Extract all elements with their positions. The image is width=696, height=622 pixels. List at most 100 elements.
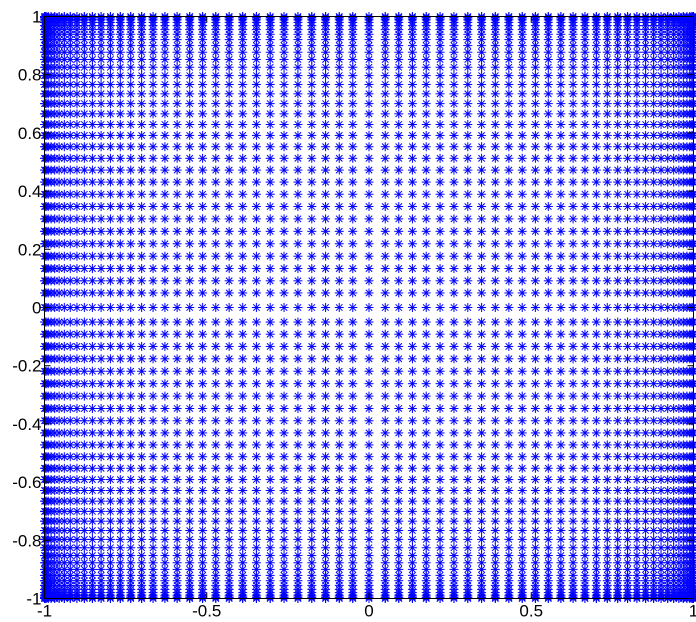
data-point — [80, 428, 89, 437]
data-point — [603, 379, 612, 388]
data-point — [592, 517, 601, 526]
data-point — [394, 99, 403, 108]
data-point — [211, 342, 220, 351]
data-point — [293, 428, 302, 437]
data-point — [422, 367, 431, 376]
data-point — [252, 276, 261, 285]
data-point — [238, 264, 247, 273]
data-point — [116, 452, 125, 461]
data-point — [381, 416, 390, 425]
data-point — [641, 535, 650, 544]
data-point — [603, 227, 612, 236]
data-point — [88, 99, 97, 108]
data-point — [449, 543, 458, 552]
data-point — [408, 227, 417, 236]
data-point — [408, 551, 417, 560]
data-point — [280, 330, 289, 339]
data-point — [613, 367, 622, 376]
data-point — [449, 416, 458, 425]
data-point — [603, 517, 612, 526]
data-point — [632, 526, 641, 535]
data-point — [335, 486, 344, 495]
data-point — [116, 342, 125, 351]
data-point — [97, 71, 106, 80]
data-point — [569, 318, 578, 327]
data-point — [266, 526, 275, 535]
data-point — [603, 392, 612, 401]
data-point — [160, 252, 169, 261]
data-point — [603, 131, 612, 140]
data-point — [252, 303, 261, 312]
data-point — [185, 551, 194, 560]
data-point — [198, 288, 207, 297]
data-point — [238, 227, 247, 236]
data-point — [252, 486, 261, 495]
data-point — [531, 178, 540, 187]
data-point — [477, 239, 486, 248]
data-point — [436, 543, 445, 552]
data-point — [632, 239, 641, 248]
data-point — [198, 392, 207, 401]
data-point — [365, 354, 374, 363]
data-point — [173, 120, 182, 129]
data-point — [88, 367, 97, 376]
data-point — [266, 120, 275, 129]
data-point — [463, 517, 472, 526]
data-point — [544, 120, 553, 129]
data-point — [88, 214, 97, 223]
data-point — [641, 330, 650, 339]
data-point — [116, 120, 125, 129]
data-point — [394, 303, 403, 312]
data-point — [641, 342, 650, 351]
data-point — [126, 526, 135, 535]
data-point — [293, 535, 302, 544]
data-point — [116, 63, 125, 72]
data-point — [477, 202, 486, 211]
data-point — [80, 440, 89, 449]
data-point — [544, 252, 553, 261]
data-point — [477, 276, 486, 285]
data-point — [238, 288, 247, 297]
data-point — [449, 109, 458, 118]
data-point — [580, 440, 589, 449]
data-point — [436, 367, 445, 376]
data-point — [88, 264, 97, 273]
data-point — [580, 154, 589, 163]
data-point — [116, 142, 125, 151]
data-point — [80, 109, 89, 118]
data-point — [106, 486, 115, 495]
data-point — [116, 80, 125, 89]
data-point — [252, 288, 261, 297]
data-point — [126, 379, 135, 388]
data-point — [293, 464, 302, 473]
data-point — [365, 318, 374, 327]
data-point — [348, 486, 357, 495]
data-point — [88, 63, 97, 72]
data-point — [335, 392, 344, 401]
data-point — [381, 404, 390, 413]
data-point — [436, 354, 445, 363]
data-point — [173, 154, 182, 163]
data-point — [149, 190, 158, 199]
data-point — [436, 71, 445, 80]
data-point — [518, 63, 527, 72]
data-point — [335, 120, 344, 129]
data-point — [531, 404, 540, 413]
data-point — [463, 404, 472, 413]
data-point — [88, 142, 97, 151]
data-point — [381, 379, 390, 388]
data-point — [436, 551, 445, 560]
data-point — [641, 486, 650, 495]
data-point — [556, 276, 565, 285]
data-point — [504, 404, 513, 413]
data-point — [491, 109, 500, 118]
data-point — [106, 109, 115, 118]
data-point — [491, 178, 500, 187]
data-point — [408, 392, 417, 401]
data-point — [348, 526, 357, 535]
data-point — [97, 440, 106, 449]
data-point — [116, 109, 125, 118]
data-point — [544, 367, 553, 376]
data-point — [531, 452, 540, 461]
data-point — [531, 190, 540, 199]
